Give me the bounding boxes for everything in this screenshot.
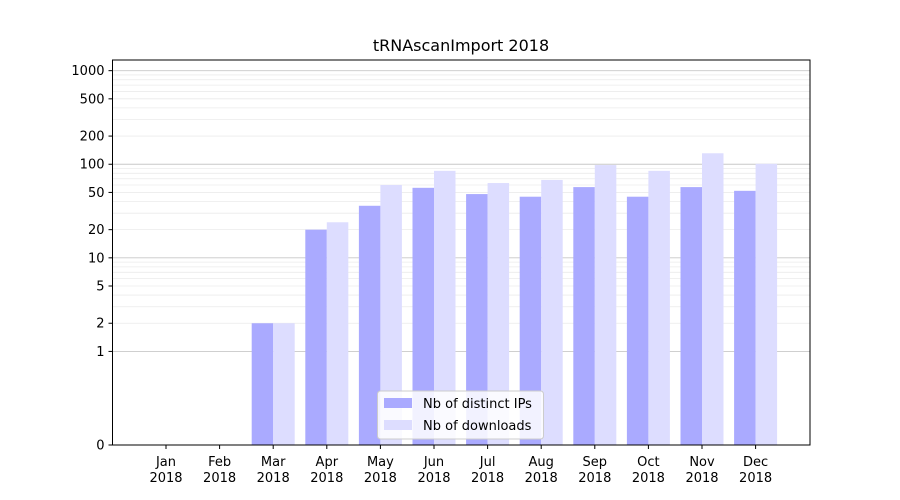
x-tick-label-month: Jul xyxy=(479,455,496,470)
x-tick-label-year: 2018 xyxy=(417,471,450,486)
bar-distinct-ips-jun xyxy=(412,187,434,445)
bar-distinct-ips-sep xyxy=(573,187,595,445)
y-tick-label: 500 xyxy=(80,92,105,107)
x-tick-label-month: Mar xyxy=(261,455,286,470)
bar-downloads-mar xyxy=(273,323,295,445)
x-tick-label-year: 2018 xyxy=(739,471,772,486)
bar-distinct-ips-mar xyxy=(251,323,274,445)
bar-distinct-ips-nov xyxy=(680,187,702,445)
legend-swatch-distinct-ips xyxy=(384,398,412,408)
x-tick-label-year: 2018 xyxy=(632,471,665,486)
x-tick-label-month: Oct xyxy=(637,455,659,470)
bar-downloads-jul xyxy=(487,183,510,446)
bar-downloads-aug xyxy=(541,179,563,445)
bar-downloads-may xyxy=(380,185,402,445)
x-tick-label-month: Jun xyxy=(423,455,444,470)
y-tick-label: 2 xyxy=(96,317,104,332)
bars xyxy=(251,153,778,446)
x-tick-label-month: May xyxy=(367,455,394,470)
legend: Nb of distinct IPs Nb of downloads xyxy=(377,390,544,440)
chart-title: tRNAscanImport 2018 xyxy=(373,36,549,55)
x-tick-label-month: Jan xyxy=(155,455,176,470)
y-tick-label: 50 xyxy=(88,186,105,201)
x-tick-label-year: 2018 xyxy=(257,471,290,486)
y-tick-label: 10 xyxy=(88,251,105,266)
bar-distinct-ips-jul xyxy=(466,194,488,445)
x-tick-label-month: Sep xyxy=(583,455,608,470)
y-tick-label: 100 xyxy=(80,158,105,173)
y-tick-label: 200 xyxy=(80,130,105,145)
legend-swatch-downloads xyxy=(384,420,412,430)
bar-distinct-ips-apr xyxy=(305,229,327,445)
bar-downloads-sep xyxy=(594,165,617,445)
x-tick-label-month: Feb xyxy=(208,455,231,470)
x-tick-label-year: 2018 xyxy=(685,471,718,486)
bar-distinct-ips-may xyxy=(358,205,381,445)
x-tick-label-year: 2018 xyxy=(310,471,343,486)
x-tick-label-year: 2018 xyxy=(471,471,504,486)
x-tick-label-month: Aug xyxy=(529,455,554,470)
x-axis-ticks: Jan2018Feb2018Mar2018Apr2018May2018Jun20… xyxy=(149,445,772,486)
plot-frame xyxy=(112,59,811,446)
x-tick-label-year: 2018 xyxy=(149,471,182,486)
y-axis-ticks: 0 1 2 5 10 20 50 100 200 500 1000 xyxy=(71,64,113,454)
bar-downloads-nov xyxy=(702,153,724,445)
legend-box xyxy=(377,390,544,440)
x-tick-label-year: 2018 xyxy=(578,471,611,486)
y-tick-label: 5 xyxy=(96,280,104,295)
legend-label-distinct-ips: Nb of distinct IPs xyxy=(423,397,532,412)
bar-downloads-jun xyxy=(434,170,456,446)
x-tick-label-month: Nov xyxy=(689,455,715,470)
x-tick-label-month: Apr xyxy=(316,455,339,470)
x-tick-label-year: 2018 xyxy=(525,471,558,486)
x-tick-label-year: 2018 xyxy=(203,471,236,486)
y-tick-label: 1 xyxy=(96,345,104,360)
y-tick-label: 1000 xyxy=(71,64,104,79)
x-tick-label-month: Dec xyxy=(743,455,768,470)
bar-downloads-dec xyxy=(755,163,778,445)
y-tick-label: 20 xyxy=(88,223,105,238)
bar-downloads-apr xyxy=(326,222,349,445)
bar-downloads-oct xyxy=(648,170,670,446)
bar-distinct-ips-dec xyxy=(734,190,756,445)
bar-distinct-ips-oct xyxy=(626,196,649,445)
y-tick-label: 0 xyxy=(96,439,104,454)
legend-label-downloads: Nb of downloads xyxy=(423,419,532,434)
x-tick-label-year: 2018 xyxy=(364,471,397,486)
bar-distinct-ips-aug xyxy=(519,196,542,445)
